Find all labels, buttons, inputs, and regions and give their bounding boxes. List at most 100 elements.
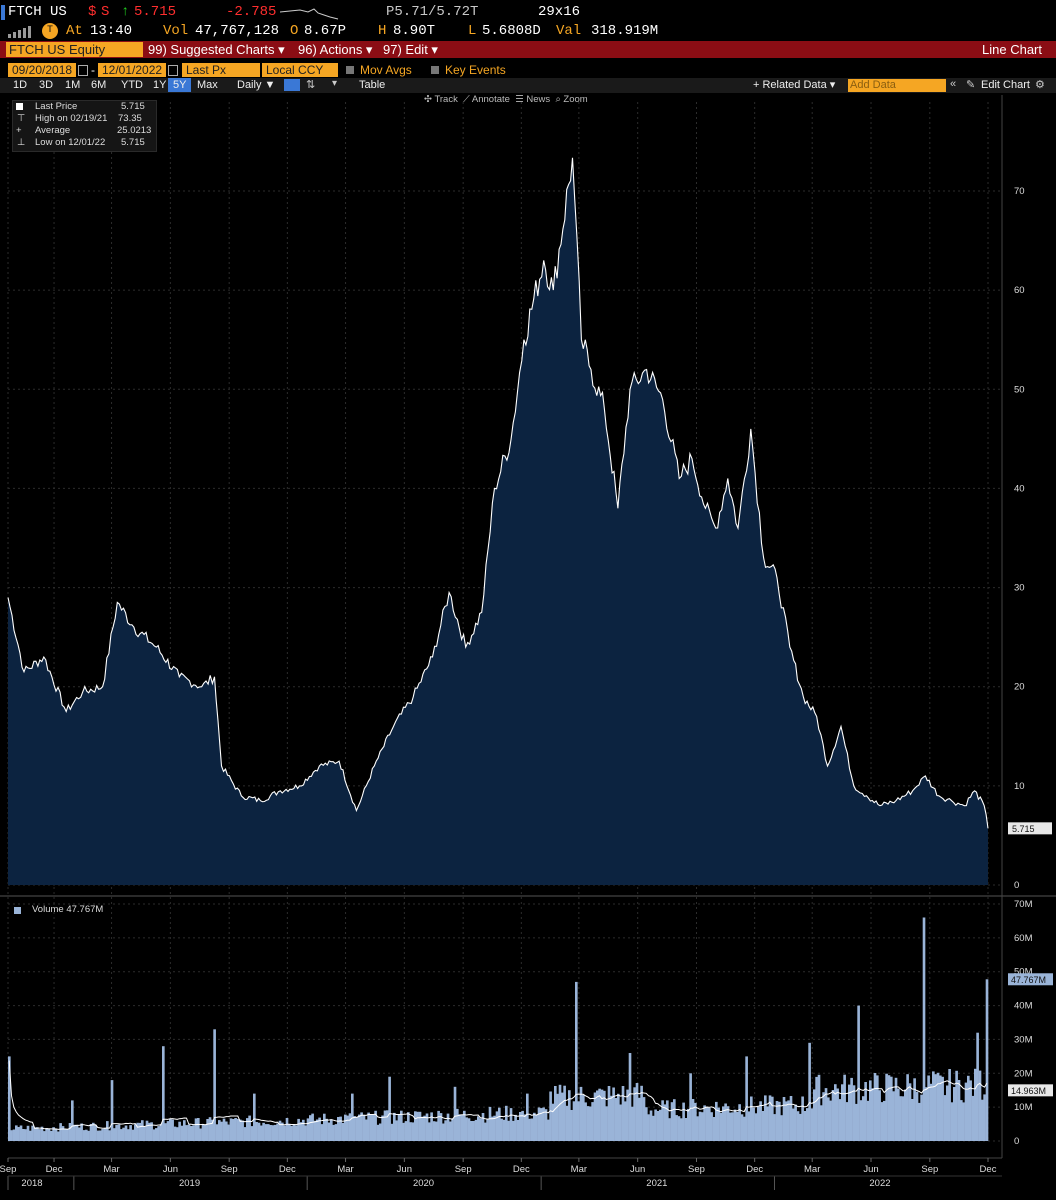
volume-axis-tick: 50M [1014, 967, 1033, 978]
volume-bar [31, 1125, 34, 1141]
volume-bar [94, 1124, 97, 1141]
volume-bar [521, 1110, 524, 1141]
track-icon[interactable]: ✣ [424, 94, 432, 105]
table-button[interactable]: Table [359, 79, 386, 91]
volume-bar [820, 1105, 823, 1141]
edit-chart-button[interactable]: Edit Chart [981, 79, 1030, 91]
volume-bar [677, 1116, 681, 1141]
volume-bar [934, 1074, 937, 1141]
security-field[interactable]: FTCH US Equity [6, 42, 143, 57]
period-button-1m[interactable]: 1M [65, 79, 81, 91]
key-events-checkbox[interactable] [431, 66, 439, 74]
legend-last-value: 5.715 [121, 101, 145, 112]
volume-bar [859, 1100, 863, 1141]
edit-menu[interactable]: 97) Edit ▾ [383, 42, 438, 57]
price-volume-chart[interactable]: 0 10 20 30 40 50 60 70 5.715 0 10M 20M 30M 40M 50M 60M 7… [0, 95, 1056, 1200]
price-area-fill [8, 157, 988, 886]
frequency-select[interactable]: Daily ▼ [237, 79, 276, 91]
x-axis-month-label: Dec [513, 1164, 530, 1175]
key-events-label[interactable]: Key Events [445, 63, 506, 77]
price-axis-tick: 40 [1014, 483, 1025, 494]
annotate-button[interactable]: Annotate [471, 94, 510, 105]
settings-icon[interactable]: ⚙ [1035, 79, 1045, 91]
volume-bar [393, 1112, 396, 1141]
volume-bar [89, 1124, 93, 1141]
sort-icon[interactable]: ⇅ [306, 79, 316, 91]
news-icon[interactable]: ☰ [515, 94, 524, 105]
volume-bar [124, 1125, 128, 1141]
quote-bar: FTCH US $ S ↑ 5.715 -2.785 P5.71/5.72T 2… [0, 4, 1056, 22]
ticker: FTCH US [8, 4, 67, 20]
trade-icon[interactable]: T [42, 23, 58, 39]
zoom-icon[interactable]: ⌕ [555, 94, 561, 105]
period-button-1y[interactable]: 1Y [153, 79, 167, 91]
actions-menu[interactable]: 96) Actions ▾ [298, 42, 373, 57]
volume-bar [530, 1118, 534, 1141]
annotate-icon[interactable]: ⟋ [463, 94, 470, 105]
price-axis-tick: 70 [1014, 186, 1025, 197]
volume-bar [159, 1124, 163, 1141]
end-date-field[interactable]: 12/01/2022 [98, 63, 167, 77]
volume-bar [761, 1111, 765, 1141]
start-date-field[interactable]: 09/20/2018 [8, 63, 77, 77]
add-data-input[interactable]: Add Data [848, 79, 946, 92]
news-button[interactable]: News [526, 94, 551, 105]
period-button-max[interactable]: Max [197, 79, 218, 91]
x-axis-month-label: Jun [863, 1164, 878, 1175]
currency-select[interactable]: Local CCY [262, 63, 338, 77]
mov-avgs-checkbox[interactable] [346, 66, 354, 74]
volume-bar [435, 1121, 438, 1141]
volume-legend: Volume 47.767M [12, 904, 108, 917]
line-chart-icon[interactable] [284, 79, 300, 91]
volume-bar [971, 1095, 975, 1141]
open-label: O [290, 23, 299, 39]
last-price: 5.715 [134, 4, 177, 20]
suggested-charts-menu[interactable]: 99) Suggested Charts ▾ [148, 42, 285, 57]
volume-bar [33, 1127, 37, 1141]
period-button-1d[interactable]: 1D [13, 79, 28, 91]
edit-chart-icon[interactable]: ✎ [966, 79, 976, 91]
volume-bar [778, 1101, 781, 1141]
volume-bar [327, 1122, 331, 1141]
related-data-button[interactable]: + Related Data ▾ [753, 79, 836, 91]
volume-bar [127, 1129, 130, 1141]
end-calendar-icon[interactable] [168, 65, 178, 76]
period-button-6m[interactable]: 6M [91, 79, 107, 91]
start-calendar-icon[interactable] [78, 65, 88, 76]
period-button-5y[interactable]: 5Y [168, 78, 192, 92]
volume-bar [255, 1122, 258, 1141]
period-button-3d[interactable]: 3D [39, 79, 54, 91]
volume-bar [901, 1096, 905, 1141]
volume-bar [675, 1115, 678, 1141]
volume-bar [771, 1096, 774, 1141]
volume-bar [670, 1102, 674, 1141]
volume-bar [696, 1116, 699, 1141]
volume-bar [654, 1109, 657, 1141]
volume-bar [915, 1091, 919, 1141]
volume-bar [96, 1130, 100, 1141]
volume-bar [267, 1124, 270, 1141]
period-button-ytd[interactable]: YTD [121, 79, 143, 91]
x-axis-month-label: Jun [397, 1164, 412, 1175]
volume-bar [509, 1108, 513, 1141]
field-select[interactable]: Last Px [182, 63, 260, 77]
chart-options-icon[interactable]: ▾ [332, 78, 338, 89]
mov-avgs-label[interactable]: Mov Avgs [360, 63, 412, 77]
volume-bar [204, 1124, 207, 1141]
volume-bar [381, 1115, 384, 1141]
zoom-button[interactable]: Zoom [563, 94, 588, 105]
volume-bar [801, 1096, 804, 1141]
volume-bar [871, 1088, 874, 1141]
sparkline [280, 8, 339, 20]
volume-bar [519, 1112, 522, 1141]
volume-bar [185, 1125, 188, 1141]
volume-bar [155, 1128, 158, 1141]
volume-bar [136, 1122, 139, 1141]
volume-bar [488, 1106, 492, 1141]
volume-bar [164, 1123, 167, 1141]
period-toolbar: 1D 3D 1M 6M YTD 1Y 5Y Max Daily ▼ ⇅ ▾ Table + R… [0, 78, 1056, 93]
volume-bar [85, 1129, 88, 1141]
track-button[interactable]: Track [434, 94, 458, 105]
volume-bar [400, 1110, 403, 1141]
collapse-icon[interactable]: « [950, 78, 957, 90]
